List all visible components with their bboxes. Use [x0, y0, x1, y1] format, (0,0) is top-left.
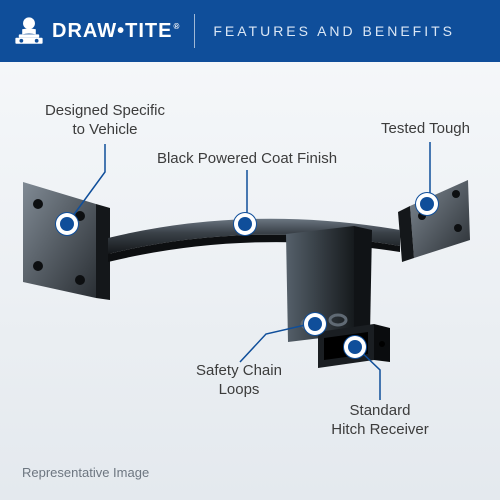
callout-tested: Tested Tough	[340, 120, 470, 139]
infographic-card: DRAW•TITE® FEATURES AND BENEFITS	[0, 0, 500, 500]
hitch-ball-icon	[12, 14, 46, 48]
divider	[194, 14, 195, 48]
marker-tested	[420, 197, 434, 211]
callout-chain: Safety ChainLoops	[184, 362, 294, 400]
footer-note: Representative Image	[22, 465, 149, 480]
marker-specific	[60, 217, 74, 231]
marker-finish	[238, 217, 252, 231]
header-bar: DRAW•TITE® FEATURES AND BENEFITS	[0, 0, 500, 62]
brand-logo: DRAW•TITE®	[12, 14, 180, 48]
callout-specific: Designed Specificto Vehicle	[30, 102, 180, 140]
marker-chain	[308, 317, 322, 331]
callout-finish: Black Powered Coat Finish	[147, 150, 347, 169]
callout-receiver: StandardHitch Receiver	[320, 402, 440, 440]
brand-name: DRAW•TITE®	[52, 20, 180, 43]
diagram-body: Designed Specificto Vehicle Black Powere…	[0, 62, 500, 500]
marker-receiver	[348, 340, 362, 354]
header-subtitle: FEATURES AND BENEFITS	[213, 23, 455, 39]
